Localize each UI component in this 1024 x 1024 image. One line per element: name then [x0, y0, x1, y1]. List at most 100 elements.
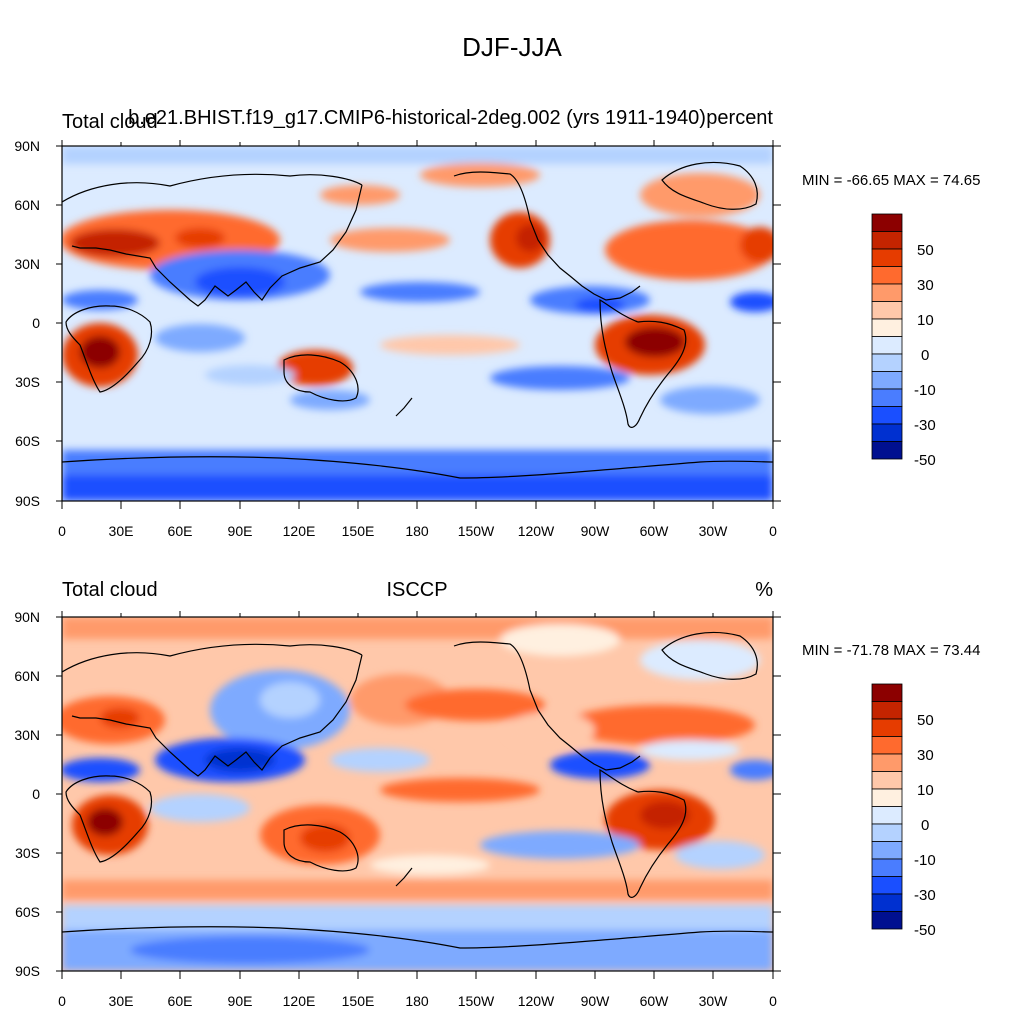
lon-tick-label: 90E: [228, 523, 253, 539]
map-field: [62, 617, 773, 971]
colorbar-swatch: [871, 406, 903, 425]
colorbar-swatch: [871, 718, 903, 737]
lat-tick-labels: 90N 60N 30N 0 30S 60S 90S: [14, 609, 40, 979]
colorbar-swatch: [871, 371, 903, 390]
lon-tick-label: 90E: [228, 993, 253, 1009]
lon-tick-label: 60W: [640, 993, 670, 1009]
lat-tick-label: 60S: [15, 904, 40, 920]
lat-tick-labels: 90N 60N 30N 0 30S 60S 90S: [14, 138, 40, 509]
panel-model: Total cloud b.e21.BHIST.f19_g17.CMIP6-hi…: [14, 107, 980, 539]
colorbar-swatch: [871, 248, 903, 267]
min-max-stats: MIN = -66.65 MAX = 74.65: [802, 172, 980, 189]
lon-tick-label: 120E: [283, 523, 316, 539]
lon-tick-label: 0: [58, 993, 66, 1009]
colorbar-label: 10: [917, 782, 934, 799]
colorbar-labels: 50 30 10 0 -10 -30 -50: [914, 242, 936, 469]
lon-tick-label: 30W: [699, 993, 729, 1009]
colorbar-swatch: [871, 441, 903, 460]
colorbar-swatch: [871, 388, 903, 407]
colorbar: [871, 683, 903, 930]
lon-tick-label: 150W: [458, 993, 495, 1009]
colorbar-swatch: [871, 911, 903, 930]
lat-tick-label: 90N: [14, 609, 40, 625]
lon-tick-label: 90W: [581, 993, 611, 1009]
panel-left-label: Total cloud: [62, 579, 158, 601]
colorbar-swatch: [871, 858, 903, 877]
colorbar-swatch: [871, 701, 903, 720]
colorbar-label: 10: [917, 312, 934, 329]
colorbar-swatch: [871, 213, 903, 232]
lat-tick-label: 60N: [14, 197, 40, 213]
colorbar-swatch: [871, 753, 903, 772]
colorbar-label: -10: [914, 852, 936, 869]
lon-tick-label: 150E: [342, 523, 375, 539]
map-ticks: [56, 611, 781, 979]
colorbar-swatch: [871, 301, 903, 320]
lat-tick-label: 90N: [14, 138, 40, 154]
colorbar-label: 50: [917, 242, 934, 259]
lat-tick-label: 30N: [14, 256, 40, 272]
lon-tick-labels: 0 30E 60E 90E 120E 150E 180 150W 120W 90…: [58, 523, 777, 539]
lon-tick-label: 120E: [283, 993, 316, 1009]
panel-center-label: b.e21.BHIST.f19_g17.CMIP6-historical-2de…: [128, 107, 706, 129]
colorbar-swatch: [871, 318, 903, 337]
panel-center-label: ISCCP: [386, 579, 447, 601]
colorbar-label: 30: [917, 747, 934, 764]
panel-units-label: %: [755, 579, 773, 601]
colorbar-swatch: [871, 788, 903, 807]
min-max-stats: MIN = -71.78 MAX = 73.44: [802, 642, 980, 659]
colorbar-label: -10: [914, 382, 936, 399]
colorbar-label: 50: [917, 712, 934, 729]
lon-tick-label: 0: [769, 523, 777, 539]
coastlines: [62, 161, 773, 479]
figure-title: DJF-JJA: [462, 32, 562, 62]
colorbar-label: 0: [921, 347, 929, 364]
colorbar-swatch: [871, 353, 903, 372]
colorbar-swatch: [871, 736, 903, 755]
lon-tick-labels: 0 30E 60E 90E 120E 150E 180 150W 120W 90…: [58, 993, 777, 1009]
colorbar: [871, 213, 903, 460]
lat-tick-label: 60S: [15, 433, 40, 449]
lat-tick-label: 30N: [14, 727, 40, 743]
colorbar-swatch: [871, 283, 903, 302]
colorbar-swatch: [871, 336, 903, 355]
lat-tick-label: 0: [32, 315, 40, 331]
colorbar-swatch: [871, 823, 903, 842]
lat-tick-label: 60N: [14, 668, 40, 684]
colorbar-swatch: [871, 806, 903, 825]
colorbar-swatch: [871, 893, 903, 912]
lat-tick-label: 0: [32, 786, 40, 802]
lon-tick-label: 30E: [109, 993, 134, 1009]
panel-observation: Total cloud ISCCP %: [14, 579, 980, 1009]
lon-tick-label: 90W: [581, 523, 611, 539]
lon-tick-label: 0: [769, 993, 777, 1009]
colorbar-label: -50: [914, 452, 936, 469]
coastlines: [62, 631, 773, 949]
lat-tick-label: 90S: [15, 963, 40, 979]
map-ticks: [56, 140, 781, 509]
map-field: [62, 146, 773, 501]
colorbar-swatch: [871, 231, 903, 250]
colorbar-label: 30: [917, 277, 934, 294]
colorbar-swatch: [871, 266, 903, 285]
lon-tick-label: 0: [58, 523, 66, 539]
colorbar-labels: 50 30 10 0 -10 -30 -50: [914, 712, 936, 939]
lon-tick-label: 150E: [342, 993, 375, 1009]
lon-tick-label: 150W: [458, 523, 495, 539]
lat-tick-label: 30S: [15, 845, 40, 861]
colorbar-swatch: [871, 876, 903, 895]
lon-tick-label: 60E: [168, 523, 193, 539]
lat-tick-label: 90S: [15, 493, 40, 509]
colorbar-swatch: [871, 771, 903, 790]
lon-tick-label: 30W: [699, 523, 729, 539]
lon-tick-label: 120W: [518, 523, 555, 539]
panel-units-label: percent: [706, 107, 773, 129]
lat-tick-label: 30S: [15, 374, 40, 390]
lon-tick-label: 60W: [640, 523, 670, 539]
colorbar-label: -30: [914, 417, 936, 434]
panel-left-label: Total cloud: [62, 111, 158, 133]
lon-tick-label: 120W: [518, 993, 555, 1009]
colorbar-label: -30: [914, 887, 936, 904]
lon-tick-label: 180: [405, 993, 429, 1009]
